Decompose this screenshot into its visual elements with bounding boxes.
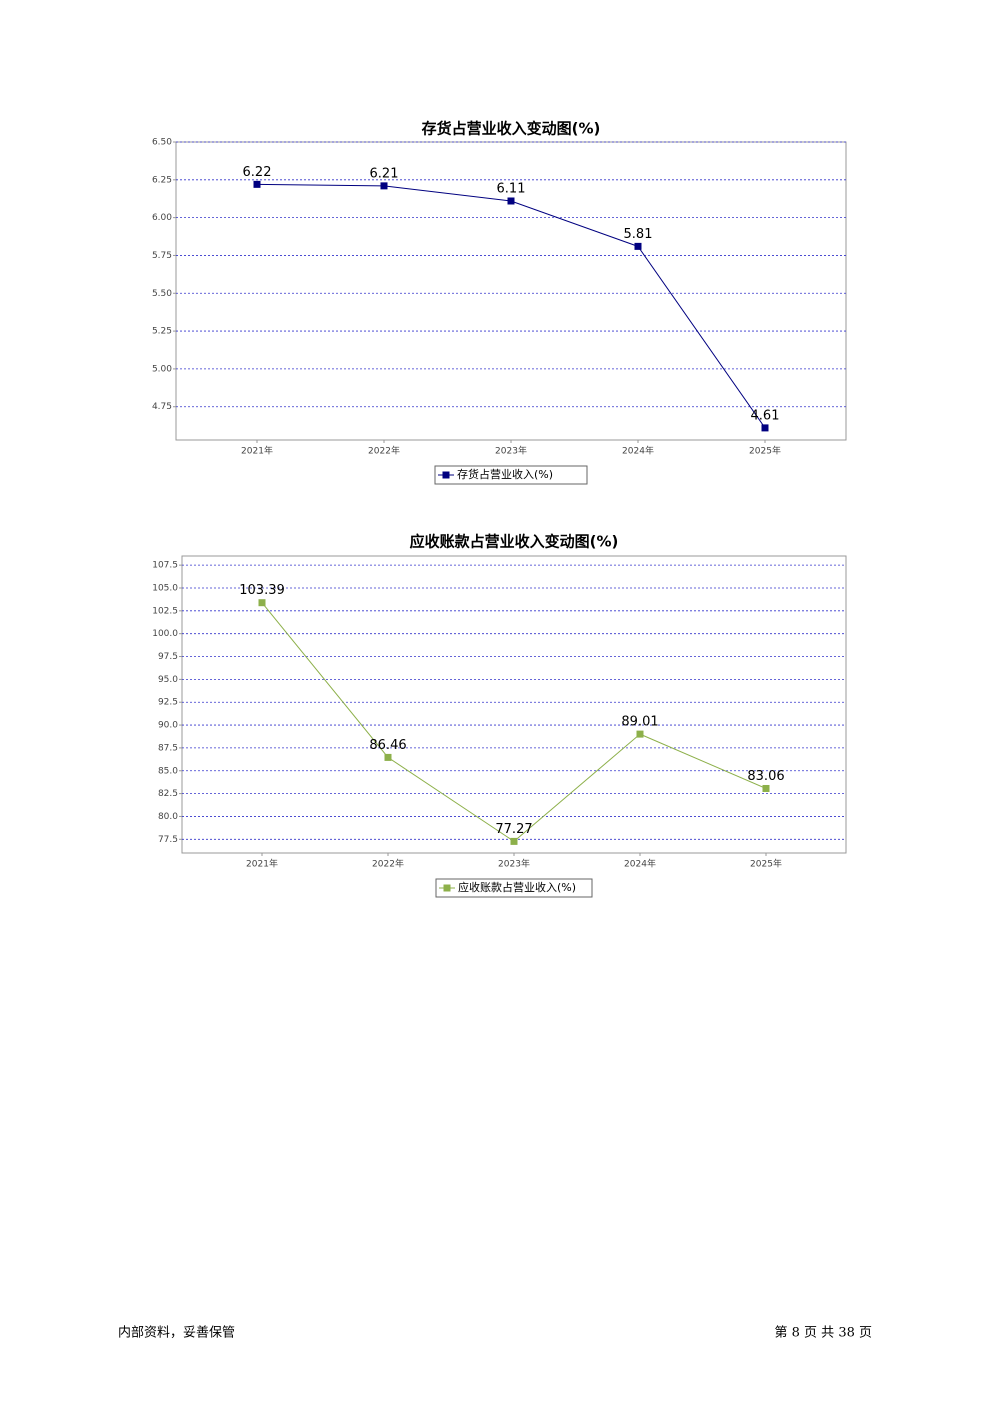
x-tick-label: 2022年 xyxy=(368,445,400,457)
y-tick-label: 6.25 xyxy=(152,175,172,185)
y-tick-label: 5.00 xyxy=(152,364,172,374)
data-point xyxy=(510,837,518,845)
y-tick-label: 95.0 xyxy=(158,675,178,685)
data-label: 86.46 xyxy=(369,738,406,753)
data-point xyxy=(636,730,644,738)
y-tick-label: 92.5 xyxy=(158,698,178,708)
x-tick-label: 2025年 xyxy=(749,445,781,457)
legend-box xyxy=(434,465,588,485)
x-tick-label: 2024年 xyxy=(624,858,656,870)
data-point xyxy=(507,197,515,205)
y-tick-label: 85.0 xyxy=(158,766,178,776)
data-point xyxy=(258,599,266,607)
data-label: 6.22 xyxy=(243,165,272,180)
y-tick-label: 107.5 xyxy=(152,561,178,571)
y-tick-label: 102.5 xyxy=(152,606,178,616)
y-tick-label: 100.0 xyxy=(152,629,178,639)
footer-left: 内部资料，妥善保管 xyxy=(118,1325,235,1341)
legend-box xyxy=(435,878,593,898)
y-tick-label: 90.0 xyxy=(158,721,178,731)
legend-label: 存货占营业收入(%) xyxy=(457,467,553,481)
legend-swatch xyxy=(442,471,450,479)
x-tick-label: 2024年 xyxy=(622,445,654,457)
legend-label: 应收账款占营业收入(%) xyxy=(458,880,576,894)
y-tick-label: 97.5 xyxy=(158,652,178,662)
plot-area xyxy=(175,141,847,441)
data-label: 4.61 xyxy=(751,408,780,423)
data-point xyxy=(761,424,769,432)
y-tick-label: 6.50 xyxy=(152,138,172,148)
data-label: 83.06 xyxy=(747,769,784,784)
data-point xyxy=(634,242,642,250)
data-point xyxy=(384,753,392,761)
legend-swatch xyxy=(443,884,451,892)
y-tick-label: 5.75 xyxy=(152,251,172,261)
footer-right: 第 8 页 共 38 页 xyxy=(775,1326,872,1341)
x-tick-label: 2023年 xyxy=(498,858,530,870)
y-tick-label: 77.5 xyxy=(158,835,178,845)
y-tick-label: 105.0 xyxy=(152,583,178,593)
data-label: 103.39 xyxy=(239,583,285,598)
data-label: 77.27 xyxy=(495,822,532,837)
x-tick-label: 2021年 xyxy=(241,445,273,457)
plot-area xyxy=(181,555,847,854)
x-tick-label: 2022年 xyxy=(372,858,404,870)
data-point xyxy=(253,180,261,188)
y-tick-label: 82.5 xyxy=(158,789,178,799)
data-label: 89.01 xyxy=(621,715,658,730)
data-label: 5.81 xyxy=(624,227,653,242)
y-tick-label: 5.50 xyxy=(152,289,172,299)
chart-title: 存货占营业收入变动图(%) xyxy=(422,120,601,138)
x-tick-label: 2025年 xyxy=(750,858,782,870)
y-tick-label: 4.75 xyxy=(152,402,172,412)
x-tick-label: 2021年 xyxy=(246,858,278,870)
y-tick-label: 80.0 xyxy=(158,812,178,822)
data-label: 6.21 xyxy=(370,166,399,181)
y-tick-label: 5.25 xyxy=(152,327,172,337)
y-tick-label: 6.00 xyxy=(152,213,172,223)
data-point xyxy=(380,182,388,190)
data-point xyxy=(762,784,770,792)
y-tick-label: 87.5 xyxy=(158,743,178,753)
x-tick-label: 2023年 xyxy=(495,445,527,457)
chart-title: 应收账款占营业收入变动图(%) xyxy=(410,533,619,551)
data-label: 6.11 xyxy=(497,181,526,196)
